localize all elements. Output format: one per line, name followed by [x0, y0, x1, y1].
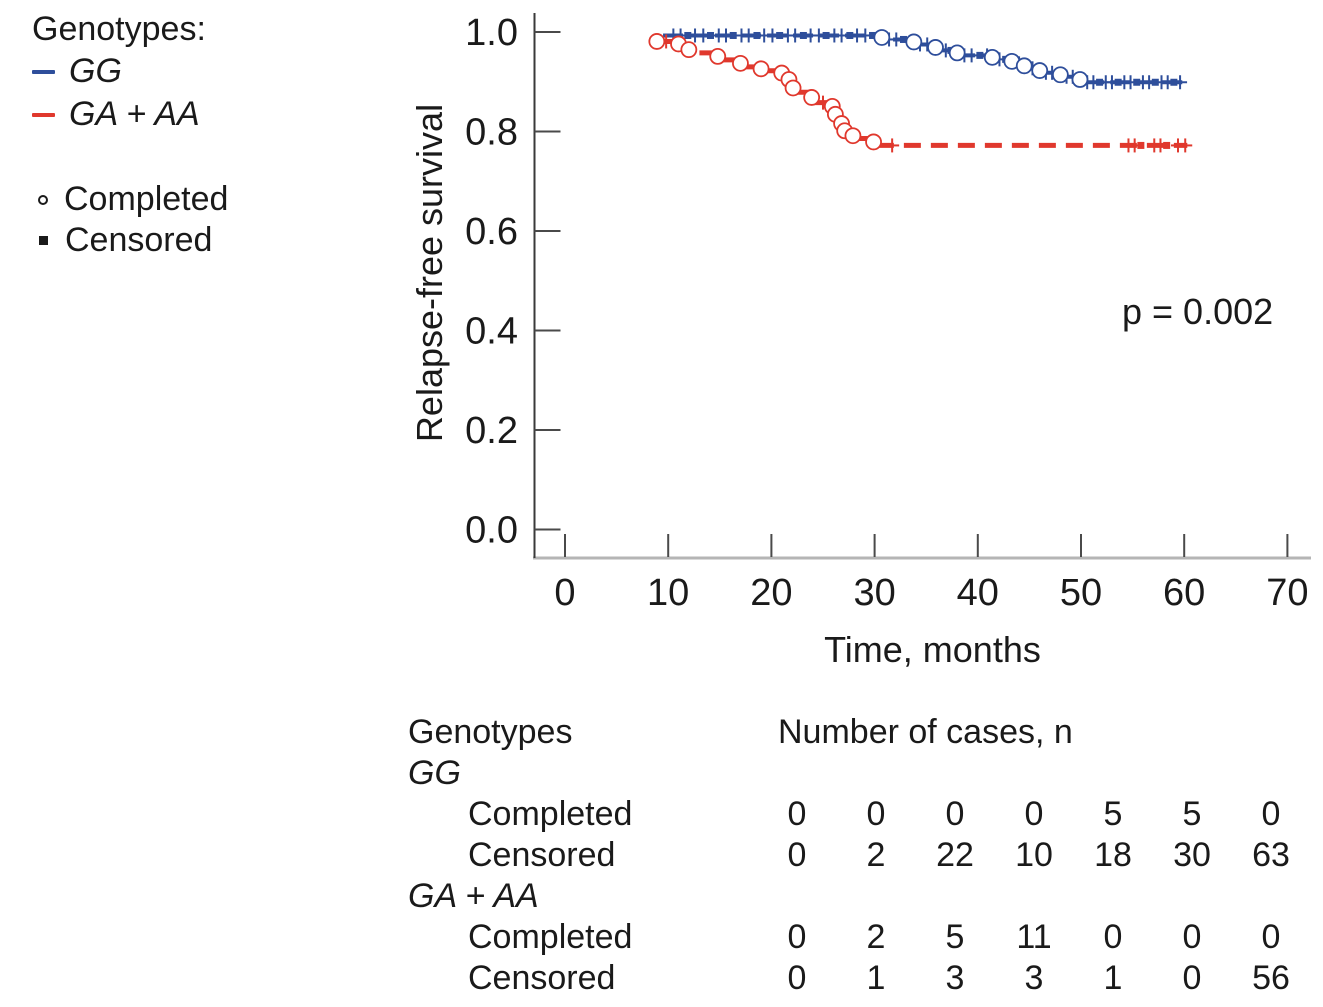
completed-event-marker	[905, 33, 923, 51]
censor-square-mark	[684, 31, 692, 39]
table-cell: 3	[1024, 959, 1044, 997]
x-tick-label: 30	[853, 572, 895, 614]
table-cell: 10	[1015, 836, 1053, 874]
censor-square-mark	[707, 31, 715, 39]
y-tick-label: 0.8	[465, 112, 518, 154]
completed-event-marker	[948, 44, 966, 62]
table-cell: 0	[1182, 959, 1202, 997]
completed-event-marker	[752, 60, 770, 78]
censor-square-mark	[753, 31, 761, 39]
table-header-genotypes: Genotypes	[408, 713, 573, 751]
table-cell: 0	[787, 836, 807, 874]
x-axis-title: Time, months	[824, 629, 1041, 670]
y-tick-label: 0.2	[465, 410, 518, 452]
y-tick-label: 0.0	[465, 510, 518, 552]
legend-label-censored: Censored	[65, 221, 213, 259]
table-cell: 2	[866, 918, 886, 956]
table-cell: 5	[945, 918, 965, 956]
completed-event-marker	[680, 41, 698, 59]
x-tick-label: 50	[1060, 572, 1102, 614]
completed-event-marker	[927, 39, 944, 56]
table-cell: 1	[1103, 959, 1123, 997]
table-row-label: Censored	[468, 836, 616, 874]
completed-event-marker	[1071, 71, 1089, 88]
x-tick-label: 0	[554, 572, 575, 614]
table-cell: 0	[787, 959, 807, 997]
x-tick-label: 40	[957, 572, 999, 614]
table-cell: 30	[1173, 836, 1211, 874]
table-row-label: Completed	[468, 795, 633, 833]
table-cell: 22	[936, 836, 974, 874]
y-tick-label: 0.6	[465, 211, 518, 253]
completed-event-marker	[709, 47, 727, 65]
table-cell: 0	[866, 795, 886, 833]
table-row-label: Censored	[468, 959, 616, 997]
ga-aa-line-swatch	[32, 112, 55, 117]
table-cell: 0	[1024, 795, 1044, 833]
table-row-label: GG	[408, 754, 461, 792]
table-cell: 5	[1182, 795, 1202, 833]
gg-line-swatch	[32, 69, 55, 74]
table-cell: 56	[1252, 959, 1290, 997]
table-cell: 0	[1261, 918, 1281, 956]
y-tick-label: 0.4	[465, 311, 518, 353]
censor-square-mark	[729, 31, 737, 39]
y-tick-label: 1.0	[465, 12, 518, 54]
completed-circle-icon	[38, 194, 48, 205]
table-cell: 2	[866, 836, 886, 874]
table-cell: 11	[1016, 918, 1052, 956]
legend-title: Genotypes:	[32, 10, 206, 48]
table-cell: 3	[945, 959, 965, 997]
table-cell: 0	[1103, 918, 1123, 956]
censor-square-mark	[899, 35, 907, 43]
x-tick-label: 60	[1163, 572, 1205, 614]
x-tick-label: 10	[647, 572, 689, 614]
censor-square-mark	[976, 51, 984, 59]
completed-event-marker	[1031, 62, 1049, 79]
censor-square-mark	[776, 31, 784, 39]
table-cell: 0	[787, 918, 807, 956]
table-row-label: Completed	[468, 918, 633, 956]
completed-event-marker	[784, 79, 802, 97]
censor-square-mark	[822, 31, 830, 39]
legend-label-completed: Completed	[64, 180, 229, 218]
censored-square-icon	[39, 236, 48, 245]
completed-event-marker	[865, 133, 882, 151]
x-tick-label: 20	[750, 572, 792, 614]
table-cell: 0	[945, 795, 965, 833]
legend-item-ga-aa: GA + AA	[32, 95, 200, 134]
table-cell: 0	[787, 795, 807, 833]
table-cell: 18	[1094, 836, 1132, 874]
completed-event-marker	[844, 127, 862, 145]
table-cell: 1	[866, 959, 886, 997]
completed-event-marker	[983, 48, 1001, 66]
table-cell: 63	[1252, 836, 1290, 874]
completed-event-marker	[1015, 57, 1033, 75]
censor-square-mark	[1137, 141, 1145, 149]
table-header-number-of-cases: Number of cases, n	[778, 713, 1073, 751]
censor-square-mark	[846, 31, 854, 39]
legend-label-gg: GG	[69, 52, 122, 90]
completed-event-marker	[1051, 66, 1069, 84]
p-value-annotation: p = 0.002	[1122, 291, 1274, 332]
censor-square-mark	[799, 31, 807, 39]
table-cell: 0	[1261, 795, 1281, 833]
legend-label-ga-aa: GA + AA	[69, 95, 200, 133]
survival-plot: 0.0 0.2 0.4 0.6 0.8 1.0 0 10 20 30 40 50 60 70	[465, 12, 1311, 614]
censor-square-mark	[1163, 141, 1171, 149]
legend-item-censored: Censored	[39, 221, 212, 260]
table-cell: 0	[1182, 918, 1202, 956]
censor-square-mark	[869, 31, 877, 39]
legend-item-completed: Completed	[38, 180, 228, 219]
completed-event-marker	[732, 54, 749, 72]
completed-event-marker	[803, 89, 821, 106]
completed-event-marker	[648, 33, 666, 50]
table-row-label: GA + AA	[408, 877, 539, 915]
legend-item-gg: GG	[32, 52, 122, 91]
x-tick-label: 70	[1266, 572, 1308, 614]
completed-event-marker	[873, 29, 891, 46]
table-cell: 5	[1103, 795, 1123, 833]
